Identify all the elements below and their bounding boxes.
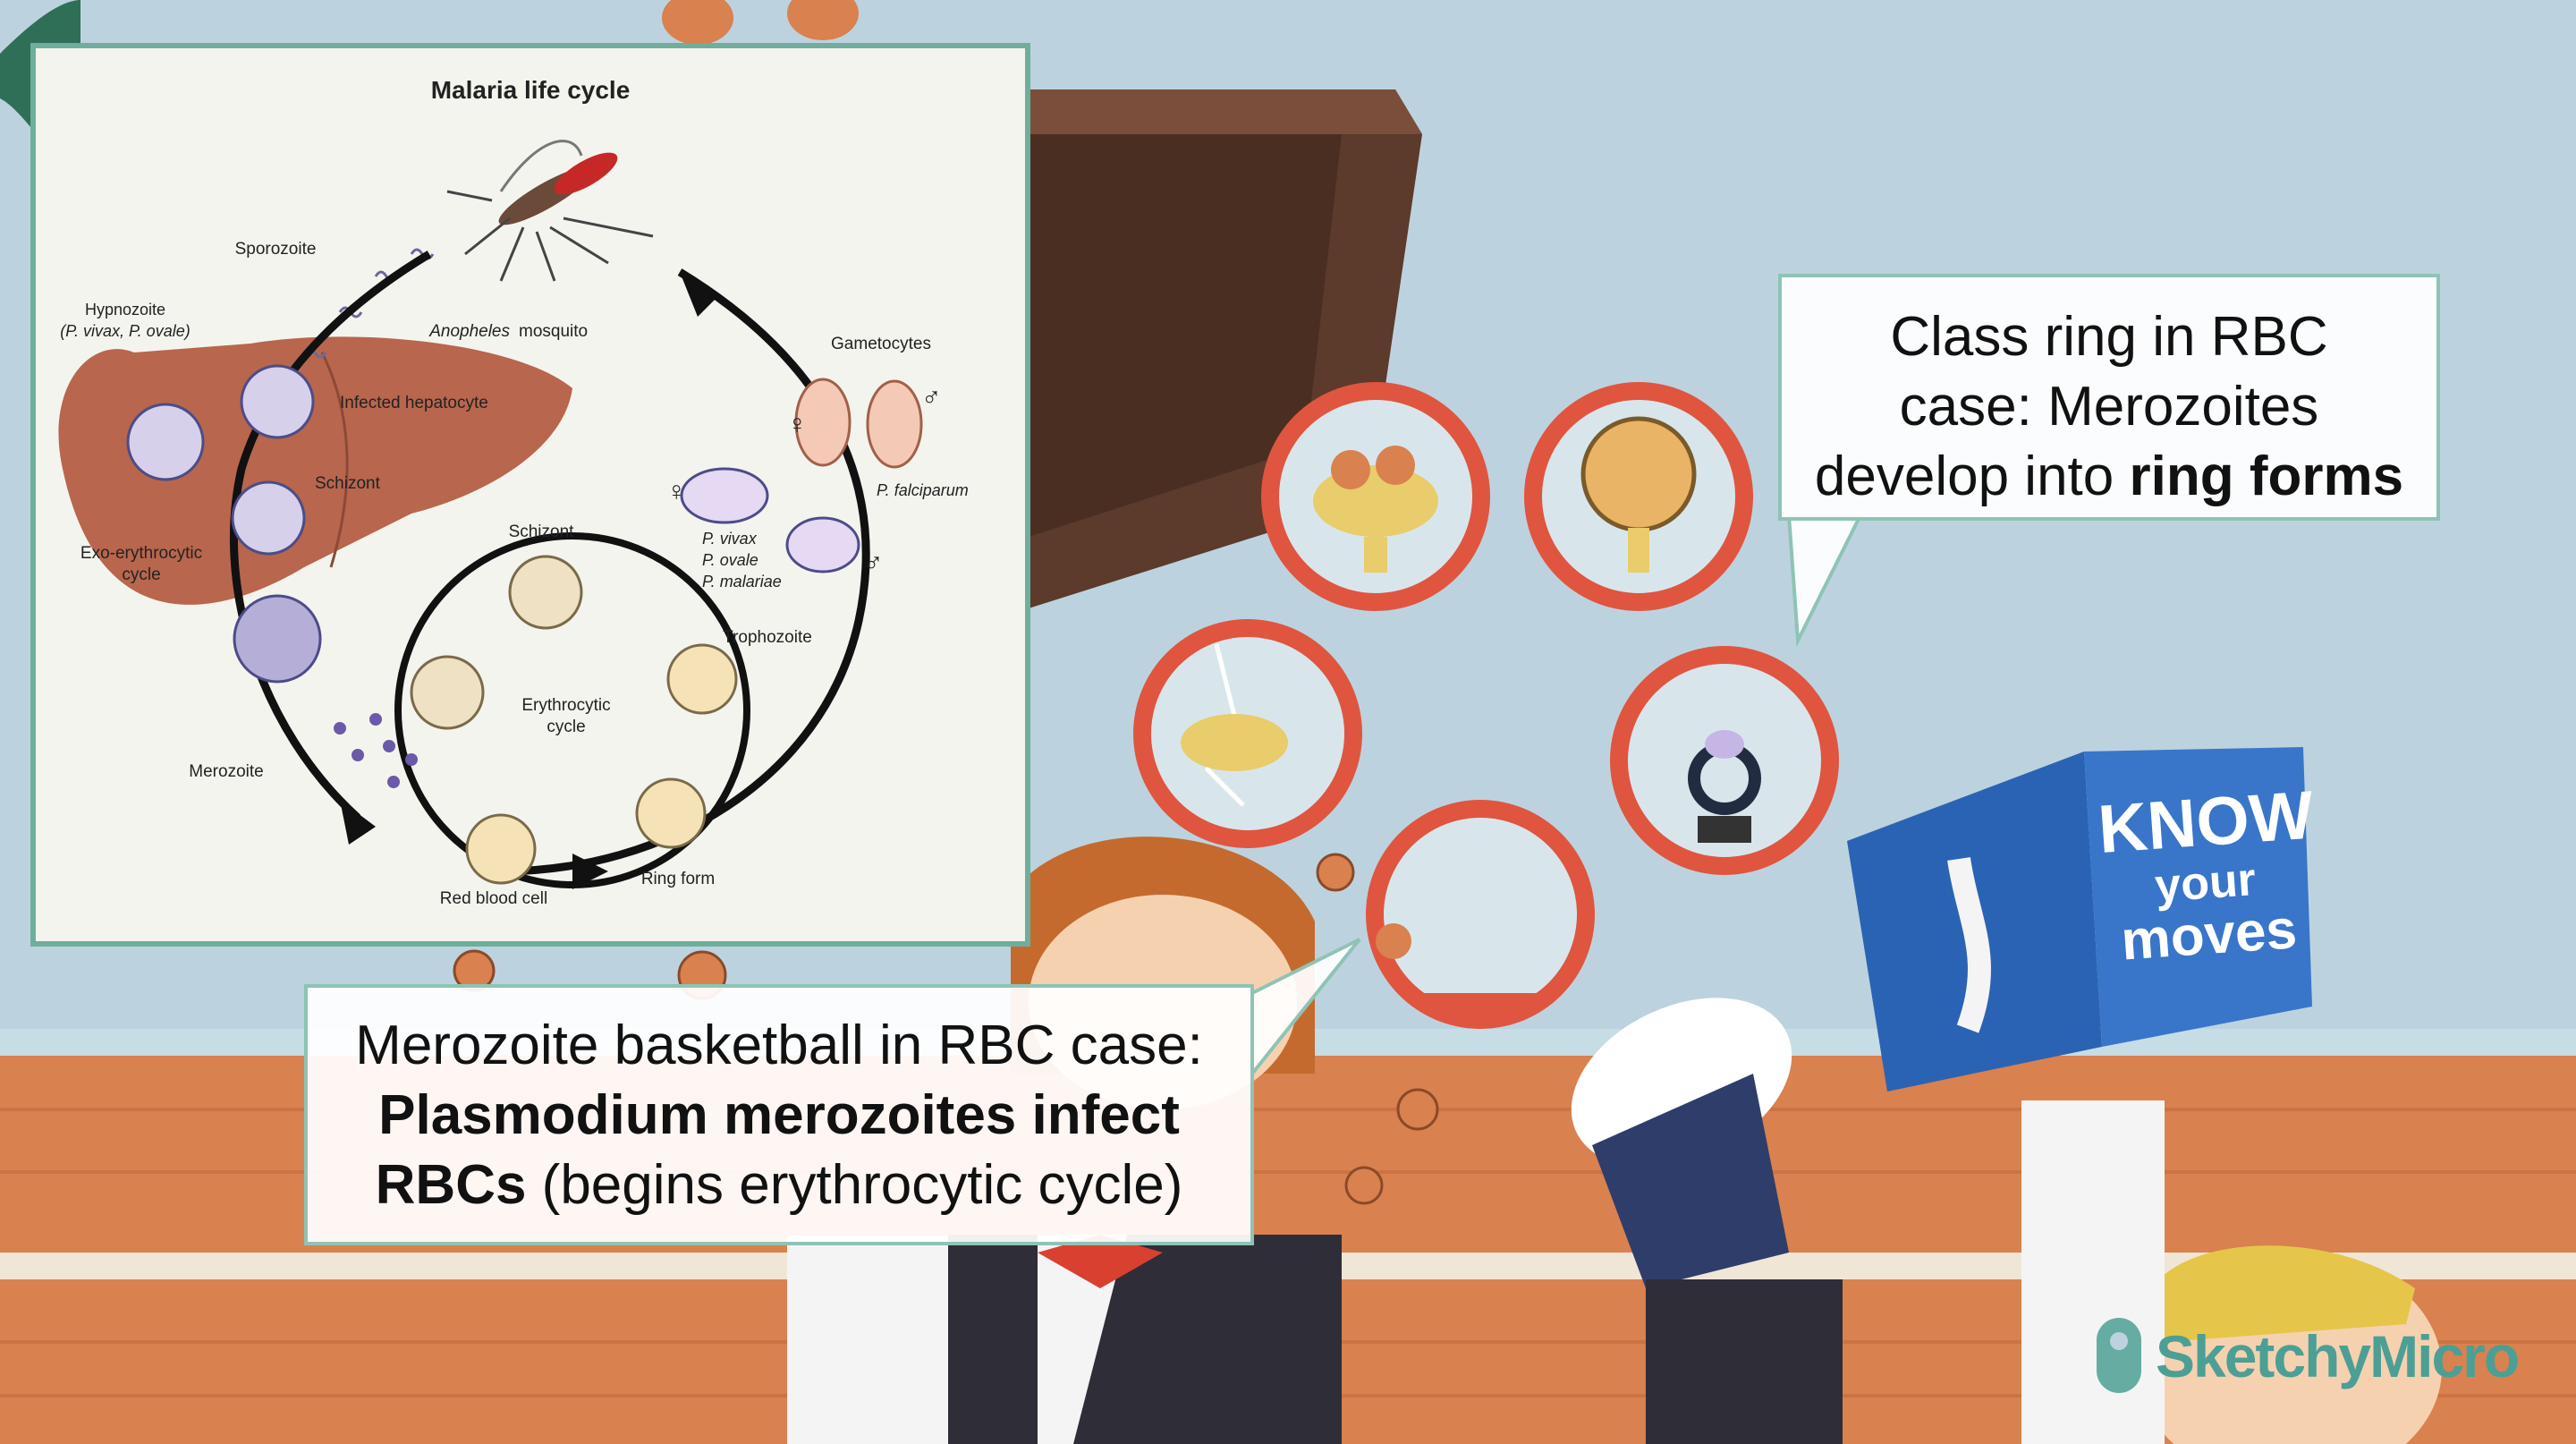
ring-form-cell bbox=[635, 777, 707, 849]
label-p-malariae: P. malariae bbox=[702, 573, 782, 590]
blood-schizont-cell bbox=[508, 555, 583, 630]
label-mosquito: mosquito bbox=[519, 322, 588, 341]
mosquito-icon bbox=[446, 140, 654, 282]
label-ring-form: Ring form bbox=[641, 870, 715, 888]
malaria-diagram-panel: Malaria life cycle bbox=[30, 43, 1030, 947]
callout-bottom-tail bbox=[1250, 938, 1361, 1079]
label-merozoite: Merozoite bbox=[189, 762, 263, 781]
female-symbol-2: ♀ bbox=[666, 477, 687, 506]
callout-top-line-2: case: Merozoites bbox=[1899, 376, 2319, 437]
label-red-blood-cell: Red blood cell bbox=[440, 889, 547, 908]
female-symbol: ♀ bbox=[787, 410, 808, 439]
diagram-title: Malaria life cycle bbox=[431, 76, 631, 104]
liver-shape bbox=[58, 336, 573, 605]
sketchymicro-logo-icon bbox=[2097, 1318, 2141, 1393]
book-line-3: moves bbox=[2119, 898, 2300, 973]
label-p-ovale: P. ovale bbox=[702, 551, 758, 569]
callout-bottom-line-3: RBCs (begins erythrocytic cycle) bbox=[308, 1151, 1250, 1220]
label-sporozoite: Sporozoite bbox=[235, 240, 317, 259]
book-line-1: KNOW bbox=[2096, 777, 2317, 869]
callout-bottom-line-2: Plasmodium merozoites infect bbox=[308, 1081, 1250, 1151]
callout-merozoite: Merozoite basketball in RBC case: Plasmo… bbox=[304, 984, 1254, 1245]
label-schizont-blood: Schizont bbox=[509, 522, 575, 541]
callout-top-line-1: Class ring in RBC bbox=[1890, 306, 2328, 368]
callout-ring-forms: Class ring in RBC case: Merozoites devel… bbox=[1778, 274, 2440, 521]
hepatocyte-cell bbox=[240, 364, 315, 439]
label-p-vivax: P. vivax bbox=[702, 530, 758, 548]
label-hypnozoite: Hypnozoite bbox=[85, 301, 165, 319]
label-gametocytes: Gametocytes bbox=[831, 335, 931, 353]
book-cover-text: KNOW your moves bbox=[2096, 777, 2317, 973]
callout-top-line-3-bold: ring forms bbox=[2129, 446, 2404, 507]
trophy-case-broken bbox=[1133, 619, 1362, 848]
trophozoite-cell bbox=[666, 643, 738, 715]
red-blood-cell bbox=[465, 813, 537, 885]
callout-bottom-line-1: Merozoite basketball in RBC case: bbox=[355, 1015, 1203, 1076]
label-hypnozoite-species: (P. vivax, P. ovale) bbox=[60, 322, 190, 340]
label-schizont-liver: Schizont bbox=[315, 474, 381, 493]
label-exo-cycle-2: cycle bbox=[122, 565, 160, 584]
label-anopheles: Anopheles bbox=[428, 322, 510, 341]
label-erythrocytic-cycle-1: Erythrocytic bbox=[521, 696, 610, 715]
hypnozoite-cell bbox=[126, 403, 205, 481]
liver-schizont-cell bbox=[231, 480, 306, 556]
label-p-falciparum: P. falciparum bbox=[877, 481, 969, 499]
male-symbol: ♂ bbox=[921, 383, 942, 412]
label-trophozoite: Trophozoite bbox=[723, 628, 812, 647]
callout-bottom-line-2-bold: Plasmodium merozoites infect bbox=[378, 1084, 1180, 1146]
gametocyte-female bbox=[680, 467, 769, 524]
malaria-diagram: Malaria life cycle bbox=[58, 76, 969, 908]
male-symbol-2: ♂ bbox=[863, 548, 884, 578]
callout-top-line-3-plain: develop into bbox=[1814, 446, 2130, 507]
trophy-case-empty bbox=[1366, 800, 1595, 1029]
callout-bottom-line-3-bold: RBCs bbox=[375, 1154, 527, 1216]
label-erythrocytic-cycle-2: cycle bbox=[547, 718, 585, 736]
merozoite-cluster bbox=[233, 594, 322, 684]
book-know-your-moves bbox=[1847, 747, 2312, 1091]
callout-bottom-line-3-plain: (begins erythrocytic cycle) bbox=[526, 1154, 1183, 1216]
trophy-case-bowl bbox=[1261, 382, 1490, 611]
logo-text: SketchyMicro bbox=[2156, 1323, 2520, 1389]
callout-top-tail bbox=[1786, 515, 1863, 648]
trophy-case-ring bbox=[1610, 646, 1839, 875]
trophy-case-basketball bbox=[1524, 382, 1753, 611]
label-infected-hepatocyte: Infected hepatocyte bbox=[340, 394, 488, 412]
gametocyte-male bbox=[785, 516, 860, 573]
callout-top-line-3: develop into ring forms bbox=[1782, 442, 2436, 512]
character-shoe bbox=[1571, 998, 1843, 1444]
label-exo-cycle-1: Exo-erythrocytic bbox=[80, 544, 202, 563]
character-boy bbox=[2021, 1100, 2442, 1444]
